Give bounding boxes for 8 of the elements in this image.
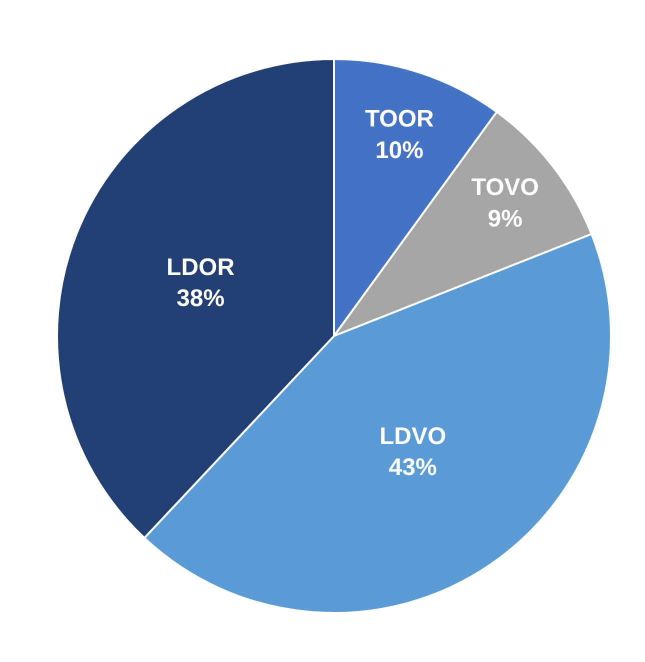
slice-label: LDVO bbox=[379, 422, 446, 450]
slice-label: TOOR bbox=[364, 106, 434, 133]
data-label: 43% bbox=[388, 454, 437, 482]
data-label: 38% bbox=[176, 285, 225, 312]
slice-label: LDOR bbox=[166, 254, 235, 282]
data-label: 10% bbox=[375, 136, 424, 164]
slice-label: TOVO bbox=[471, 174, 539, 202]
data-label: 9% bbox=[488, 205, 522, 232]
